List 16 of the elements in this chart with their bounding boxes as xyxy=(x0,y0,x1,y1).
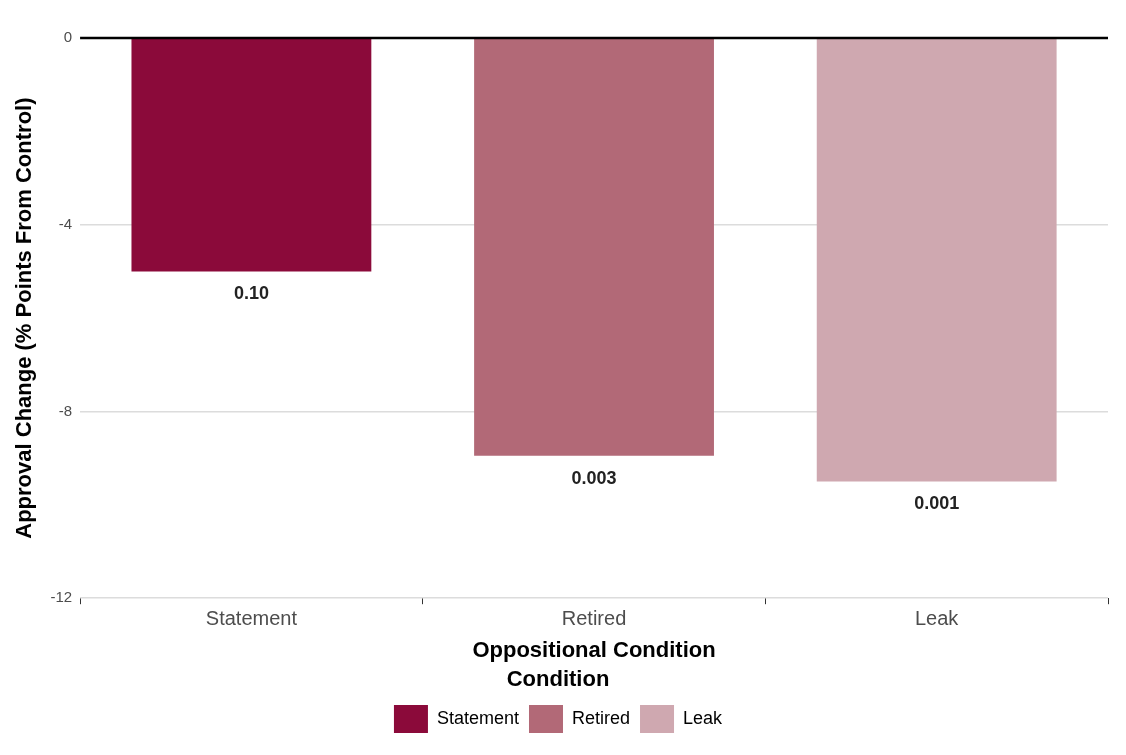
y-tick-label: 0 xyxy=(63,28,73,46)
legend-title: Condition xyxy=(506,665,610,691)
annotation: 0.001 xyxy=(914,493,960,514)
y-tick-label: -4 xyxy=(58,214,73,232)
x-axis-title: Oppositional Condition xyxy=(472,637,716,663)
x-tick-label: Retired xyxy=(561,606,627,629)
y-tick-label: -12 xyxy=(50,588,73,606)
annotation: 0.003 xyxy=(571,467,617,488)
annotation: 0.10 xyxy=(233,283,269,304)
x-tick-label: Statement xyxy=(205,606,298,629)
legend-label: Statement xyxy=(436,707,519,728)
y-tick-label: -8 xyxy=(58,401,73,419)
y-axis-title: Approval Change (% Points From Control) xyxy=(11,97,37,539)
x-tick-label: Leak xyxy=(914,606,960,629)
legend-label: Leak xyxy=(683,707,724,728)
legend-label: Retired xyxy=(571,707,631,728)
